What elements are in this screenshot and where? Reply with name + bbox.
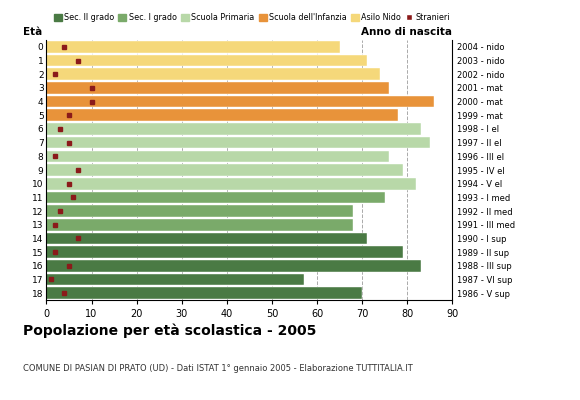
Bar [46, 274, 303, 285]
Bar [46, 68, 380, 80]
Bar [46, 260, 421, 272]
Bar [46, 233, 367, 244]
Bar [46, 164, 403, 176]
Bar [46, 246, 403, 258]
Bar [46, 110, 398, 121]
Bar [46, 137, 430, 148]
Bar [46, 96, 434, 107]
Bar [46, 205, 353, 217]
Text: Anno di nascita: Anno di nascita [361, 27, 452, 37]
Bar [46, 192, 385, 203]
Bar [46, 41, 340, 53]
Bar [46, 123, 421, 135]
Legend: Sec. II grado, Sec. I grado, Scuola Primaria, Scuola dell'Infanzia, Asilo Nido, : Sec. II grado, Sec. I grado, Scuola Prim… [50, 10, 454, 26]
Text: Popolazione per età scolastica - 2005: Popolazione per età scolastica - 2005 [23, 324, 317, 338]
Bar [46, 219, 353, 230]
Text: COMUNE DI PASIAN DI PRATO (UD) - Dati ISTAT 1° gennaio 2005 - Elaborazione TUTTI: COMUNE DI PASIAN DI PRATO (UD) - Dati IS… [23, 364, 413, 373]
Text: Età: Età [23, 27, 42, 37]
Bar [46, 178, 416, 190]
Bar [46, 150, 389, 162]
Bar [46, 55, 367, 66]
Bar [46, 82, 389, 94]
Bar [46, 287, 362, 299]
